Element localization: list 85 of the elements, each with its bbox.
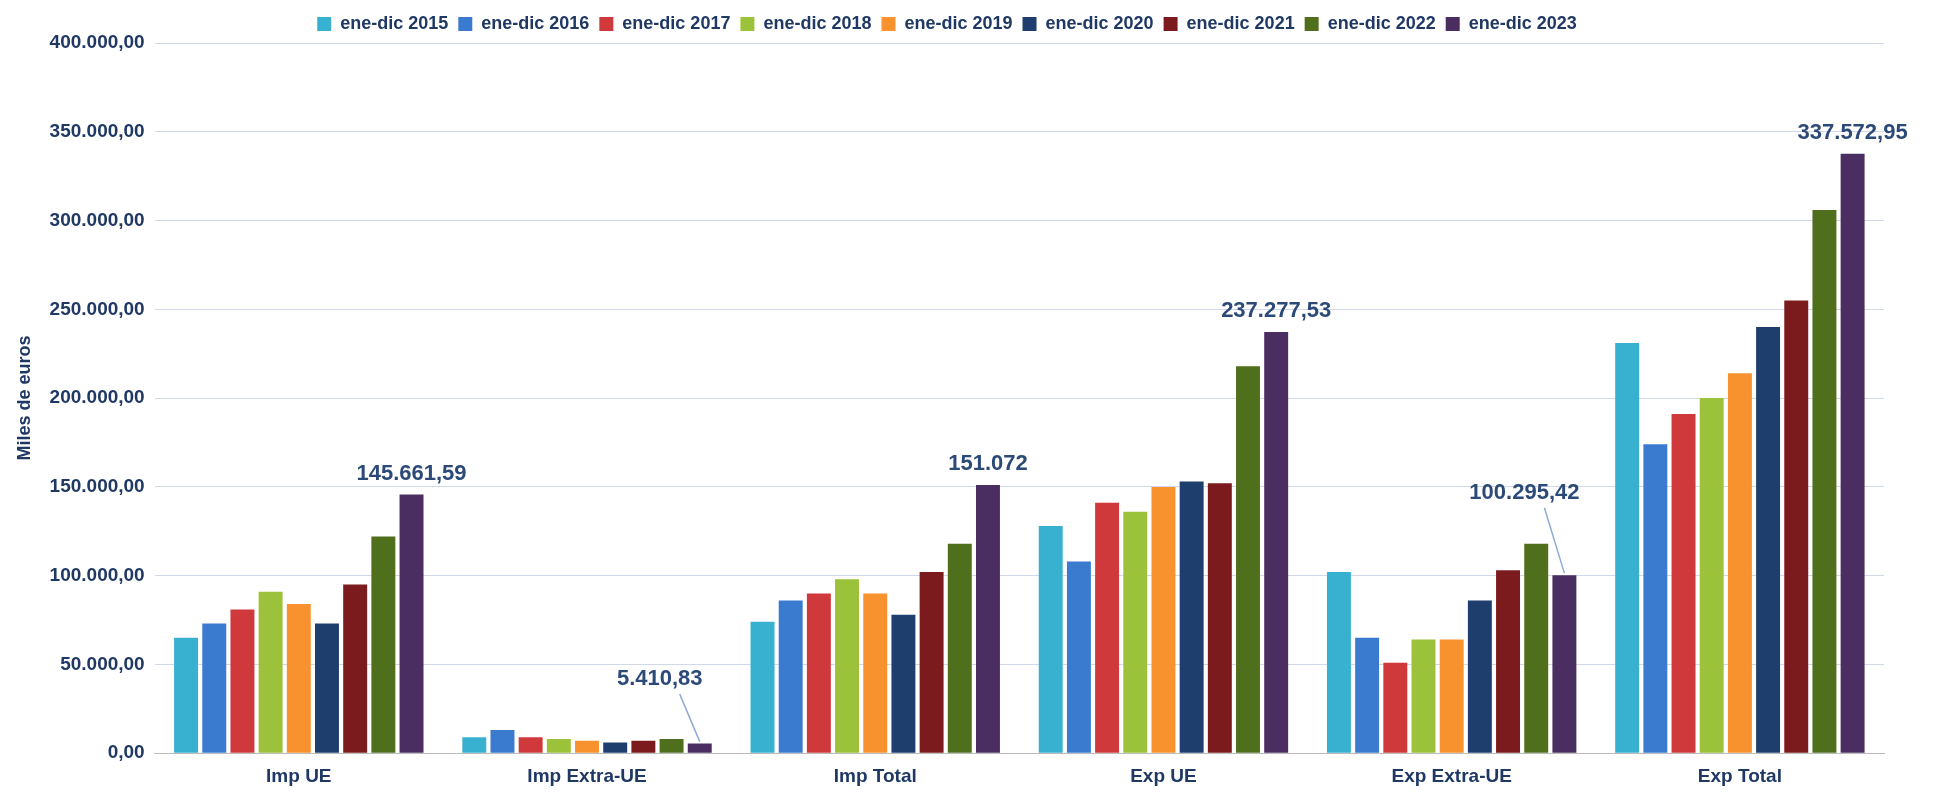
bar [575,740,599,753]
legend-label: ene-dic 2016 [481,12,590,33]
legend-label: ene-dic 2019 [904,12,1013,33]
bar [1151,486,1176,753]
bar [490,730,515,753]
y-tick-label: 100.000,00 [49,563,145,585]
bar [371,536,396,753]
bar [1496,570,1521,753]
bar [1179,481,1204,753]
bar [603,742,628,753]
data-label: 145.661,59 [356,459,467,485]
bar [286,604,311,753]
bar [174,637,199,753]
bar [778,600,803,753]
bar [1615,343,1640,753]
legend-label: ene-dic 2023 [1468,12,1577,33]
bar [1038,525,1063,753]
bar [659,739,684,753]
bar [1439,639,1464,753]
bar [1671,414,1696,753]
bar [230,609,255,753]
legend-label: ene-dic 2021 [1186,12,1295,33]
y-tick-label: 250.000,00 [49,297,145,319]
data-label: 100.295,42 [1469,478,1580,504]
bar [518,737,543,753]
legend-label: ene-dic 2017 [622,12,731,33]
bar [687,743,712,753]
bar [202,623,227,753]
bar [631,740,656,753]
x-tick-label: Imp UE [266,764,332,786]
bar [1264,331,1289,753]
bar [863,593,888,753]
bar [1699,398,1724,753]
bar [750,621,775,753]
data-label: 151.072 [948,450,1028,476]
bar [1524,543,1549,753]
bar [1467,600,1492,753]
bar [258,591,283,753]
bar [462,737,487,753]
legend-label: ene-dic 2022 [1327,12,1436,33]
bar [1840,153,1865,753]
bar [1355,637,1380,753]
bar [1411,639,1436,753]
bar [1207,483,1232,753]
bar [1784,300,1809,753]
legend-label: ene-dic 2018 [763,12,872,33]
y-axis-title: Miles de euros [13,335,34,461]
y-tick-label: 400.000,00 [49,31,145,53]
bar [1066,561,1091,753]
bar [806,593,831,753]
bar [891,614,916,753]
bar [919,572,944,753]
legend-label: ene-dic 2015 [340,12,449,33]
bar [399,494,424,753]
x-tick-label: Imp Extra-UE [527,764,647,786]
bar [1095,502,1120,753]
x-tick-label: Exp Total [1697,764,1782,786]
bar [1123,511,1148,753]
x-tick-label: Imp Total [833,764,917,786]
bar [546,739,571,753]
y-tick-label: 200.000,00 [49,386,145,408]
x-tick-label: Exp Extra-UE [1391,764,1512,786]
bar [1727,373,1752,753]
bar [1812,209,1837,753]
bar [975,484,1000,753]
bar [1643,444,1668,753]
y-tick-label: 300.000,00 [49,208,145,230]
x-tick-label: Exp UE [1130,764,1197,786]
data-label: 5.410,83 [616,665,703,691]
bar [947,543,972,753]
y-tick-label: 350.000,00 [49,120,145,142]
bar [1326,572,1351,753]
bar [1236,366,1260,753]
bar [835,579,860,753]
bar [1383,662,1408,753]
bar [1756,327,1781,753]
data-label: 237.277,53 [1221,296,1332,322]
data-label: 337.572,95 [1797,118,1908,144]
bar [1552,575,1577,753]
bar [315,623,339,753]
y-tick-label: 150.000,00 [49,475,145,497]
y-tick-label: 0,00 [107,741,145,763]
y-tick-label: 50.000,00 [60,652,145,674]
bar [343,584,368,753]
legend-label: ene-dic 2020 [1045,12,1154,33]
